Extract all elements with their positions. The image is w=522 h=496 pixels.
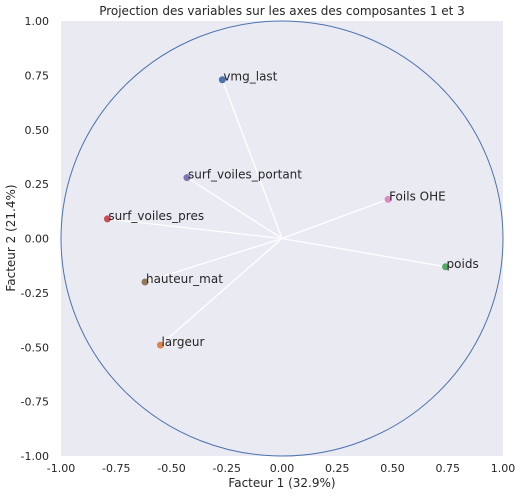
point-label-foils-ohe: Foils OHE (389, 189, 446, 203)
point-label-hauteur-mat: hauteur_mat (146, 272, 223, 286)
point-surf-voiles-portant (183, 174, 191, 182)
point-hauteur-mat (141, 278, 149, 286)
y-tick-label: -0.75 (21, 396, 49, 409)
arrow-hauteur-mat (144, 237, 283, 283)
arrow-vmg-last (221, 79, 283, 239)
points-layer (103, 76, 450, 349)
y-tick-label: 0.75 (25, 69, 50, 82)
chart-title: Projection des variables sur les axes de… (99, 4, 465, 18)
point-largeur (156, 341, 164, 349)
y-tick-label: 1.00 (25, 15, 50, 28)
point-surf-voiles-pres (103, 215, 111, 223)
y-tick-label: -0.50 (21, 341, 49, 354)
x-tick-label: 0.25 (325, 462, 350, 475)
point-vmg-last (218, 76, 226, 84)
x-tick-label: -0.25 (213, 462, 241, 475)
x-tick-labels: -1.00 -0.75 -0.50 -0.25 0.00 0.25 0.50 0.75 1.00 (47, 462, 515, 475)
y-tick-label: -0.25 (21, 287, 49, 300)
x-axis-label: Facteur 1 (32.9%) (228, 476, 335, 490)
arrow-surf-voiles-portant (186, 177, 283, 240)
y-tick-labels: 1.00 0.75 0.50 0.25 0.00 -0.25 -0.50 -0.75 -1.00 (21, 15, 49, 463)
point-label-surf-voiles-pres: surf_voiles_pres (108, 209, 204, 223)
x-tick-label: 1.00 (491, 462, 516, 475)
arrow-foils-ohe (281, 198, 389, 240)
point-labels-layer: vmg_last surf_voiles_portant Foils OHE surf… (108, 70, 478, 349)
x-tick-label: 0.50 (380, 462, 405, 475)
x-tick-label: 0.00 (270, 462, 295, 475)
point-label-largeur: largeur (161, 335, 204, 349)
y-tick-label: 0.25 (25, 178, 50, 191)
point-poids (442, 263, 450, 271)
point-label-vmg-last: vmg_last (223, 70, 277, 84)
point-label-poids: poids (447, 257, 479, 271)
x-tick-label: -1.00 (47, 462, 75, 475)
x-tick-label: -0.75 (102, 462, 130, 475)
x-tick-label: 0.75 (436, 462, 461, 475)
y-tick-label: 0.00 (25, 233, 50, 246)
arrow-surf-voiles-pres (107, 218, 283, 240)
arrow-largeur (160, 238, 283, 346)
y-axis-label: Facteur 2 (21.4%) (4, 184, 18, 291)
y-tick-label: 0.50 (25, 124, 50, 137)
point-label-surf-voiles-portant: surf_voiles_portant (188, 168, 302, 182)
y-tick-label: -1.00 (21, 450, 49, 463)
arrow-poids (281, 237, 446, 268)
unit-circle (60, 20, 504, 457)
x-tick-label: -0.50 (157, 462, 185, 475)
point-foils-ohe (384, 195, 392, 203)
arrows-layer (107, 79, 446, 346)
